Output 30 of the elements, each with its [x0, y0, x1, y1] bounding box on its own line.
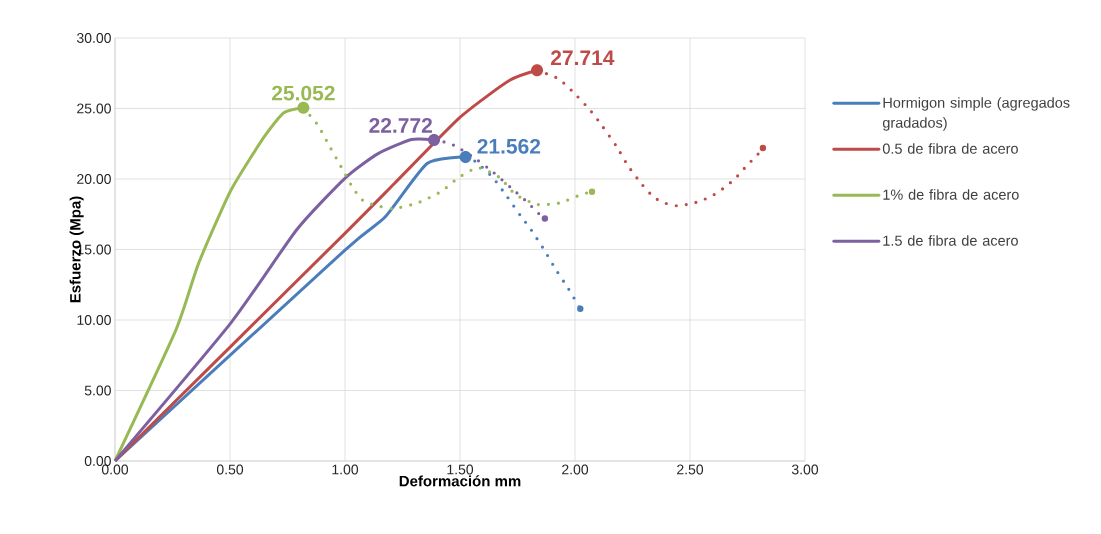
- point: [297, 101, 310, 114]
- point: [541, 215, 549, 222]
- point: [588, 188, 596, 195]
- point: [531, 64, 544, 77]
- x-tick-label: 1.50: [447, 464, 474, 475]
- legend-label: 1% de fibra de acero: [883, 189, 1019, 200]
- legend-label: 1.5 de fibra de acero: [883, 235, 1018, 246]
- x-tick-label: 2.00: [562, 464, 589, 475]
- y-tick-label: 30.00: [76, 33, 111, 43]
- y-tick-label: 0.00: [84, 456, 111, 466]
- annotation: 22.772: [369, 118, 432, 133]
- legend-label: 0.5 de fibra de acero: [882, 143, 1018, 154]
- x-tick-label: 0.50: [216, 464, 244, 475]
- point: [577, 305, 584, 312]
- x-tick-label: 0.00: [101, 464, 129, 475]
- point: [759, 144, 767, 152]
- annotation: 27.714: [550, 50, 615, 66]
- y-tick-label: 20.00: [77, 174, 111, 184]
- point: [428, 133, 441, 146]
- x-tick-label: 2.50: [677, 464, 704, 475]
- x-tick-label: 1.00: [332, 464, 359, 475]
- y-tick-label: 10.00: [77, 315, 111, 325]
- annotation: 25.052: [271, 85, 335, 101]
- x-axis-title: Deformación mm: [399, 475, 521, 487]
- y-tick-label: 25.00: [77, 103, 111, 114]
- y-tick-label: 5.00: [84, 385, 111, 396]
- x-tick-label: 3.00: [791, 464, 819, 475]
- annotation: 21.562: [477, 138, 541, 154]
- legend-label: Hormigon simple (agregados gradados): [882, 97, 1070, 131]
- point: [459, 150, 472, 163]
